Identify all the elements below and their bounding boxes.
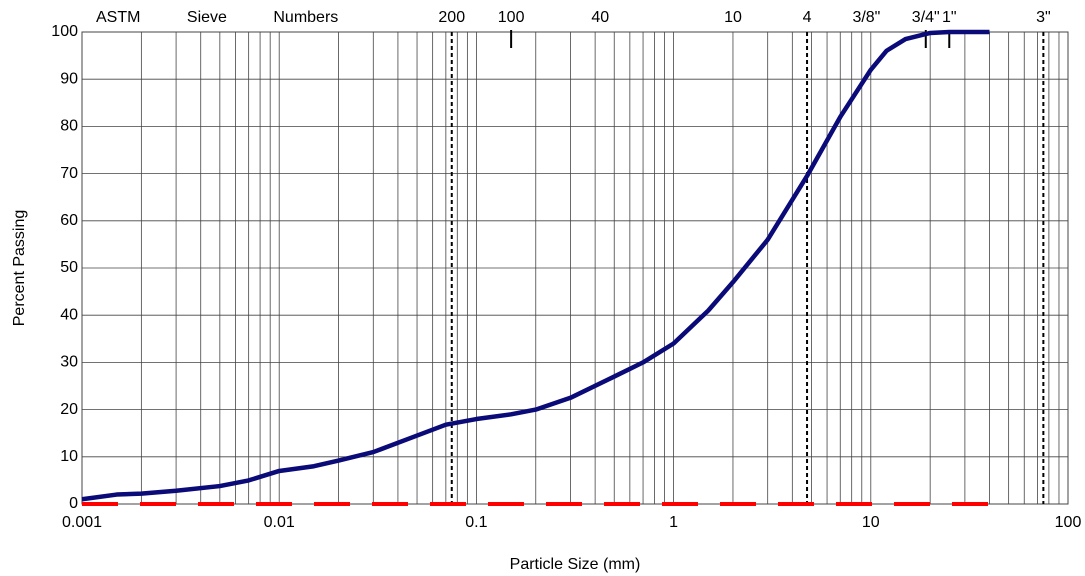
y-tick-label: 70 [60,165,78,182]
sieve-label: 10 [724,9,742,26]
sieve-label: 3" [1036,9,1051,26]
sieve-label: 4 [803,9,812,26]
y-tick-label: 50 [60,259,78,276]
x-tick-label: 10 [862,514,880,531]
x-tick-label: 0.001 [62,514,102,531]
sieve-title: ASTM Sieve Numbers [96,9,338,26]
data-line [81,29,990,502]
y-tick-label: 30 [60,354,78,371]
x-tick-label: 0.1 [465,514,487,531]
sieve-label: 1" [942,9,957,26]
x-axis-label: Particle Size (mm) [510,556,641,573]
y-tick-label: 60 [60,212,78,229]
sieve-label: 40 [591,9,609,26]
y-tick-label: 40 [60,306,78,323]
x-tick-label: 0.01 [264,514,295,531]
y-tick-label: 100 [51,23,78,40]
y-tick-label: 0 [69,495,78,512]
y-tick-label: 20 [60,401,78,418]
x-tick-label: 1 [669,514,678,531]
y-tick-label: 90 [60,70,78,87]
y-axis-label: Percent Passing [11,210,28,327]
sieve-label: 200 [438,9,465,26]
y-tick-label: 80 [60,118,78,135]
x-tick-label: 100 [1055,514,1082,531]
sieve-label: 100 [498,9,525,26]
y-tick-label: 10 [60,448,78,465]
sieve-label: 3/8" [852,9,880,26]
sieve-label: 3/4" [912,9,940,26]
